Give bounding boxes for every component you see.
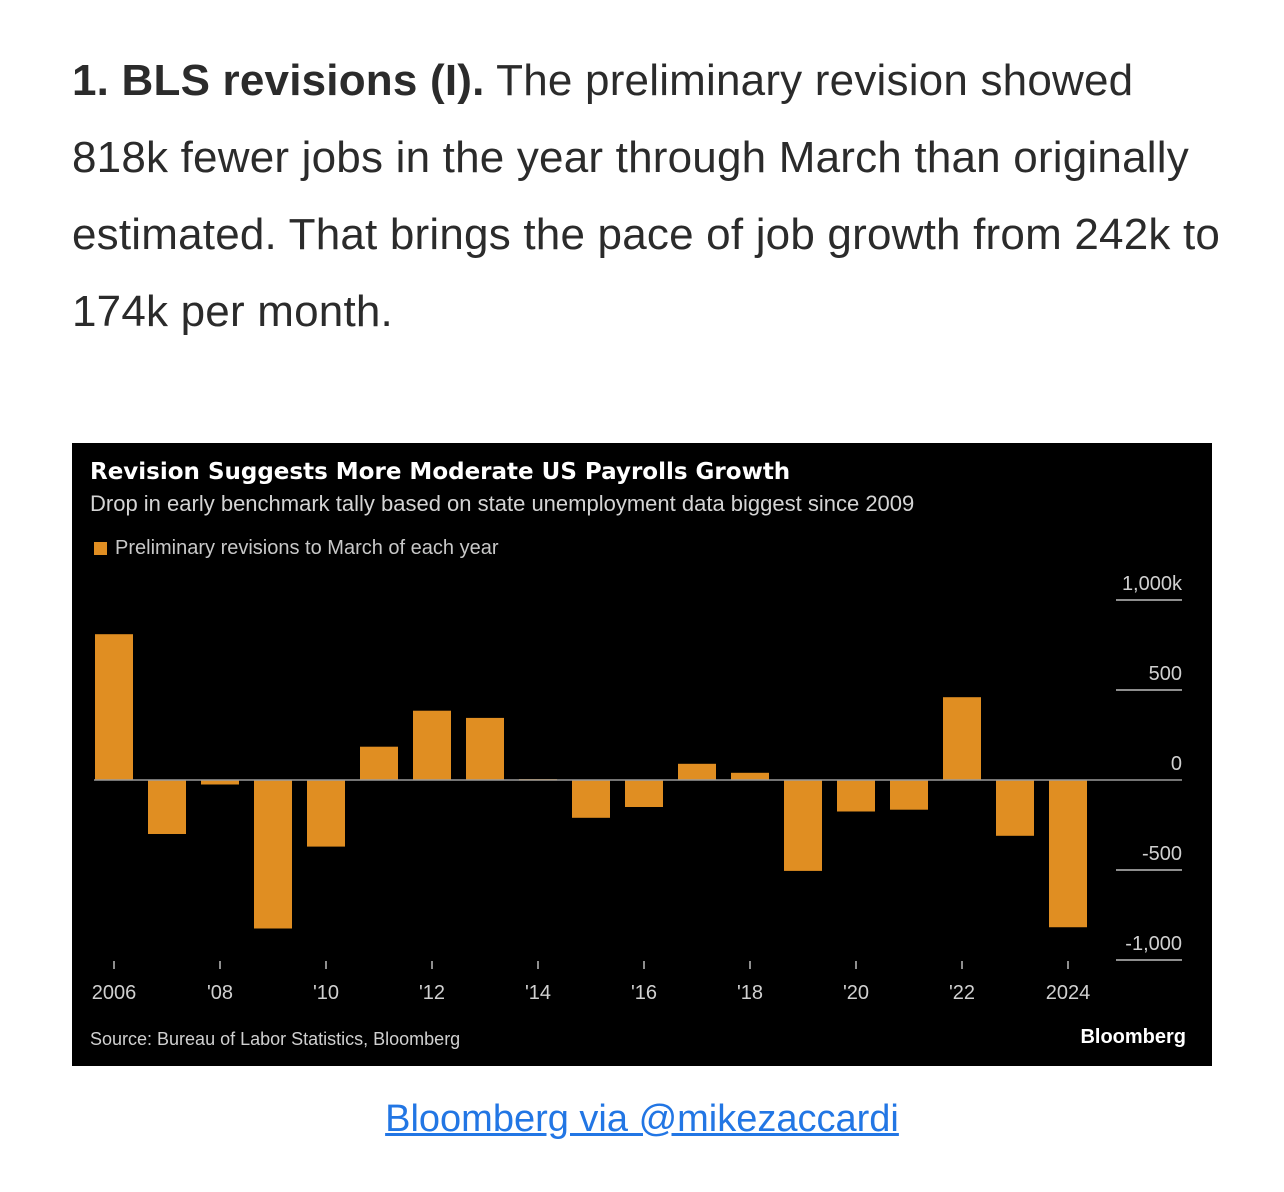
x-tick-label: 2024 [1046, 982, 1091, 1004]
chart-title: Revision Suggests More Moderate US Payro… [90, 459, 791, 485]
bar-2020 [837, 780, 875, 812]
x-tick-label: '20 [843, 982, 869, 1004]
x-tick-label: '14 [525, 982, 551, 1004]
article-paragraph: 1. BLS revisions (I). The preliminary re… [72, 42, 1222, 350]
article-heading: 1. BLS revisions (I). [72, 56, 485, 105]
bar-2024 [1049, 780, 1087, 928]
bar-2008 [201, 780, 239, 785]
bar-2018 [731, 772, 769, 780]
y-tick-label: 1,000k [1122, 573, 1183, 595]
y-tick-label: -1,000 [1125, 933, 1182, 955]
bar-2006 [95, 634, 133, 780]
y-tick-label: -500 [1142, 843, 1182, 865]
bar-chart-plot: 1,000k 500 0 -500 -1,000 2006 '08 '10 '12 '14 '16 '… [92, 573, 1183, 1004]
legend-label: Preliminary revisions to March of each y… [115, 537, 499, 559]
bar-2019 [784, 780, 822, 871]
chart-source: Source: Bureau of Labor Statistics, Bloo… [90, 1029, 461, 1049]
x-tick-label: '16 [631, 982, 657, 1004]
article-body: The preliminary revision showed 818k few… [72, 56, 1221, 336]
chart-subtitle: Drop in early benchmark tally based on s… [90, 491, 915, 516]
x-tick-label: '18 [737, 982, 763, 1004]
bar-2023 [996, 780, 1034, 836]
x-tick-label: '12 [419, 982, 445, 1004]
bar-2013 [466, 717, 504, 780]
bar-2012 [413, 710, 451, 780]
bloomberg-logo: Bloomberg [1080, 1026, 1186, 1048]
chart-card: Revision Suggests More Moderate US Payro… [72, 443, 1212, 1066]
bar-2015 [572, 780, 610, 818]
bar-2007 [148, 780, 186, 834]
bar-2009 [254, 780, 292, 929]
y-tick-label: 0 [1171, 753, 1182, 775]
x-tick-label: '10 [313, 982, 339, 1004]
credit-link[interactable]: Bloomberg via @mikezaccardi [385, 1098, 899, 1140]
bar-2010 [307, 780, 345, 847]
x-tick-label: '22 [949, 982, 975, 1004]
bar-2022 [943, 697, 981, 780]
bar-2016 [625, 780, 663, 807]
chart-legend: Preliminary revisions to March of each y… [94, 537, 498, 560]
x-tick-label: 2006 [92, 982, 137, 1004]
bar-2017 [678, 763, 716, 780]
bar-2021 [890, 780, 928, 810]
bar-2011 [360, 746, 398, 780]
legend-swatch [94, 542, 107, 555]
x-tick-label: '08 [207, 982, 233, 1004]
y-tick-label: 500 [1149, 663, 1182, 685]
credit-link-container: Bloomberg via @mikezaccardi [0, 1098, 1284, 1141]
